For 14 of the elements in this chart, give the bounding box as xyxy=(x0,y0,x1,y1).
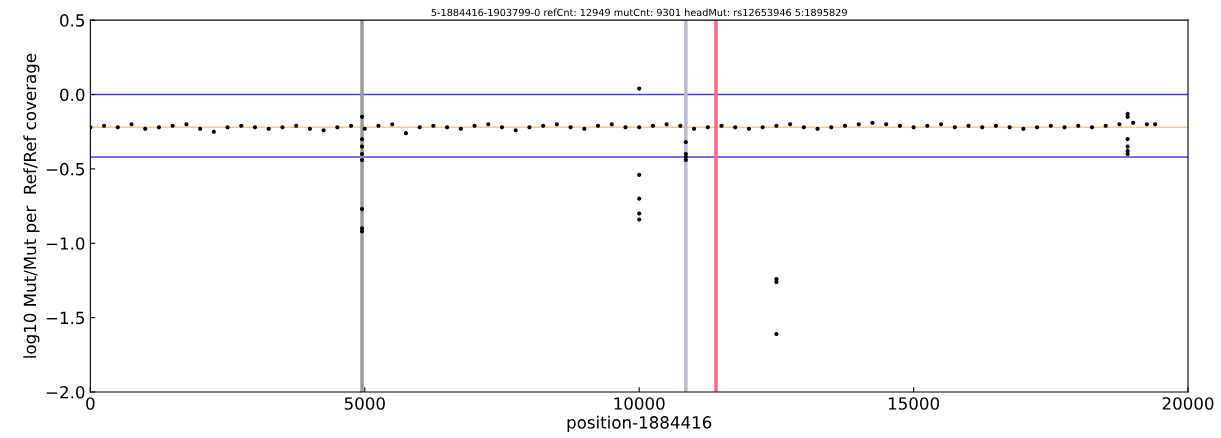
x-axis-title: position-1884416 xyxy=(567,415,712,432)
x-tick-label: 15000 xyxy=(888,397,940,410)
x-tick-label: 10000 xyxy=(614,397,665,410)
x-tick-label: 20000 xyxy=(1162,397,1214,410)
y-tick-label: −2.0 xyxy=(46,385,85,399)
y-axis-title: log10 Mut/Mut per Ref/Ref coverage xyxy=(23,53,40,358)
y-tick-label: −1.5 xyxy=(46,311,85,325)
y-tick-label: 0.0 xyxy=(60,88,85,102)
y-tick-label: −1.0 xyxy=(46,237,85,250)
chart-title: 5-1884416-1903799-0 refCnt: 12949 mutCnt: 9301 headMut: rs12653946 5:1895829 xyxy=(431,8,847,17)
y-tick-label: 0.5 xyxy=(60,14,85,27)
y-tick-label: −0.5 xyxy=(46,162,85,176)
x-tick-label: 0 xyxy=(86,397,95,410)
x-tick-label: 5000 xyxy=(344,397,385,410)
